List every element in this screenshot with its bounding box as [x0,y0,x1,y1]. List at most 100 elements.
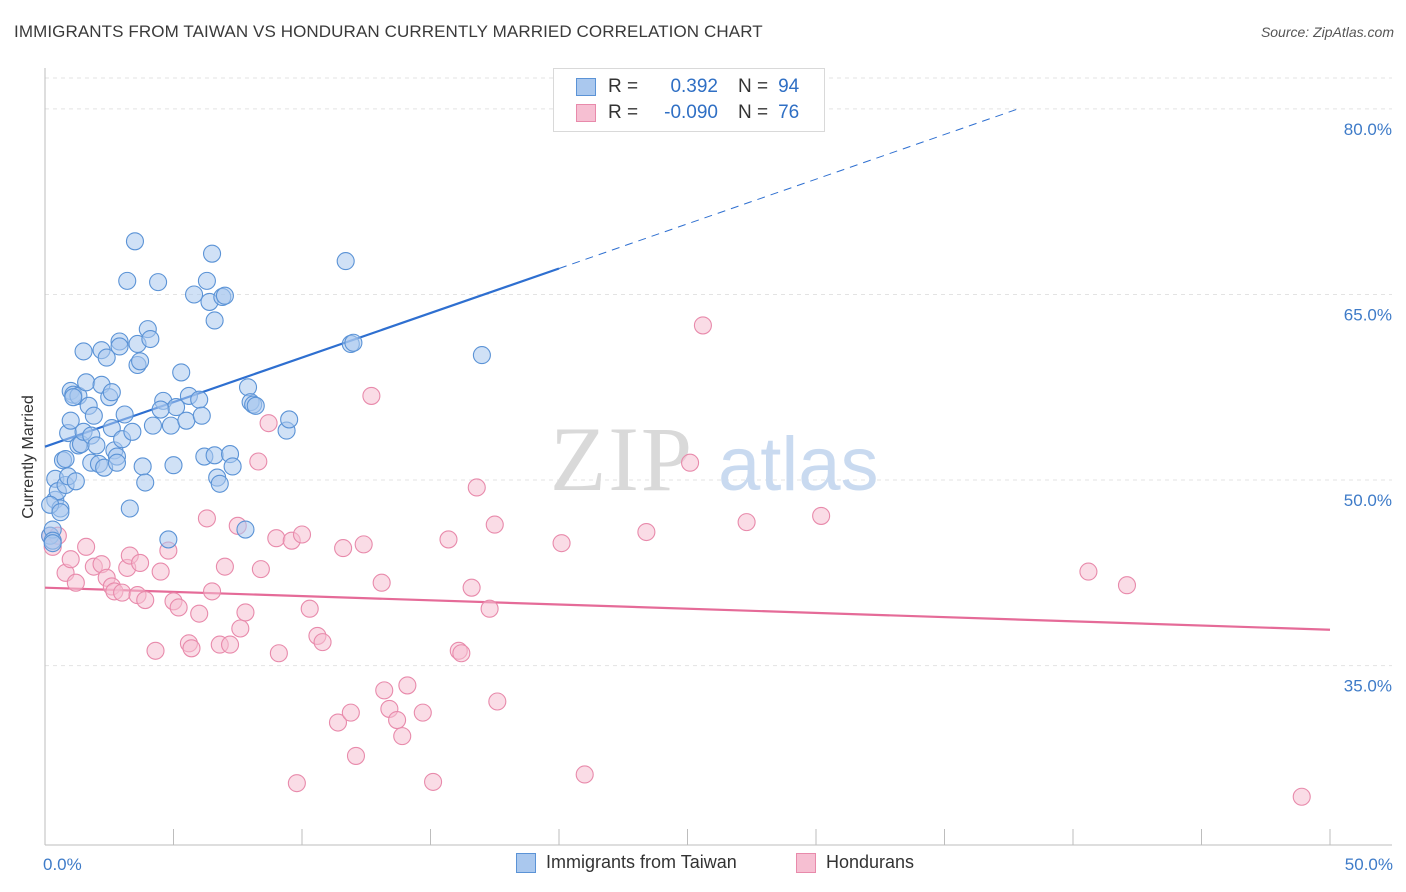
point-honduran [131,553,150,572]
point-taiwan [238,378,258,397]
point-taiwan [236,520,255,539]
point-taiwan [161,416,180,435]
legend-r-value: 0.392 [670,76,718,97]
point-honduran [480,599,499,618]
watermark-zip: ZIP [550,408,694,510]
point-taiwan [131,352,150,371]
legend-n-value: 76 [778,102,800,123]
trend-line-hondurans [44,586,1331,631]
point-honduran [552,534,571,553]
point-taiwan [280,410,299,429]
point-honduran [215,557,234,576]
point-honduran [66,573,85,592]
point-honduran [424,772,443,791]
point-taiwan [125,232,144,251]
trend-line-taiwan-extension [558,107,1022,269]
point-taiwan [205,446,224,465]
point-honduran [203,582,222,601]
y-tick-label: 35.0% [1344,677,1392,696]
axes [44,68,1392,846]
legend-n-label: N = [738,76,769,97]
legend-swatch-taiwan [576,78,596,96]
point-taiwan [66,472,85,491]
x-tick-label: 50.0% [1345,855,1393,874]
point-taiwan [102,383,121,402]
point-taiwan [177,411,196,430]
point-honduran [259,414,278,433]
point-taiwan [123,422,142,441]
point-taiwan [336,252,355,271]
point-honduran [334,539,353,558]
point-taiwan [185,285,204,304]
point-honduran [693,316,712,335]
bottom-legend-swatch-hondurans [796,852,816,873]
point-taiwan [51,503,70,522]
legend-row-taiwan: R = 0.392 N = 94 [576,74,799,100]
series-taiwan [41,232,491,553]
y-tick-label: 80.0% [1344,120,1392,139]
point-taiwan [64,388,83,407]
point-honduran [328,713,348,732]
series-hondurans [41,316,1311,806]
grid-lines [45,77,1392,667]
point-honduran [1079,562,1098,581]
point-taiwan [120,499,139,518]
point-honduran [375,681,394,700]
bottom-legend-label-taiwan: Immigrants from Taiwan [546,852,737,872]
x-tick-label: 0.0% [43,855,82,874]
point-taiwan [84,406,103,425]
trend-lines [44,107,1331,631]
point-honduran [220,635,240,654]
bottom-legend-hondurans: Hondurans [796,852,914,873]
point-taiwan [205,311,224,330]
source-credit: Source: ZipAtlas.com [1260,24,1394,40]
point-honduran [341,703,360,722]
point-taiwan [149,273,168,292]
point-taiwan [472,346,491,365]
point-taiwan [115,405,134,424]
point-honduran [388,711,407,730]
legend-r-label: R = [608,102,639,123]
point-honduran [737,513,756,532]
point-honduran [136,591,155,610]
point-taiwan [110,337,129,356]
point-honduran [485,515,504,534]
point-taiwan [102,419,121,438]
point-taiwan [141,329,160,349]
point-taiwan [133,457,152,476]
tick-labels: 35.0% 50.0% 65.0% 80.0% 0.0% 50.0% [43,120,1393,874]
point-taiwan [190,390,209,409]
point-honduran [146,641,165,660]
point-honduran [169,598,188,617]
chart-title: IMMIGRANTS FROM TAIWAN VS HONDURAN CURRE… [14,22,763,41]
point-honduran [249,452,268,471]
point-honduran [354,535,373,554]
point-taiwan [61,411,80,430]
y-tick-label: 65.0% [1344,305,1392,324]
legend-r-label: R = [608,76,639,97]
point-honduran [462,578,481,597]
point-taiwan [172,363,191,382]
legend-swatch-hondurans [576,104,596,122]
point-honduran [362,386,381,405]
point-honduran [151,562,170,581]
point-honduran [637,522,656,542]
point-honduran [439,530,458,549]
point-honduran [467,478,486,497]
stats-legend: R = 0.392 N = 94 R = -0.090 N = 76 [553,68,825,132]
point-honduran [292,525,312,544]
point-honduran [1292,787,1311,806]
point-honduran [236,603,255,622]
point-taiwan [215,286,234,305]
point-taiwan [107,453,127,472]
point-taiwan [197,271,216,290]
point-honduran [300,599,319,618]
point-taiwan [203,244,222,263]
point-honduran [251,560,270,579]
point-honduran [197,509,216,528]
point-taiwan [43,534,62,553]
bottom-legend-label-hondurans: Hondurans [826,852,915,872]
watermark: ZIP atlas [550,408,879,510]
point-taiwan [97,348,116,367]
